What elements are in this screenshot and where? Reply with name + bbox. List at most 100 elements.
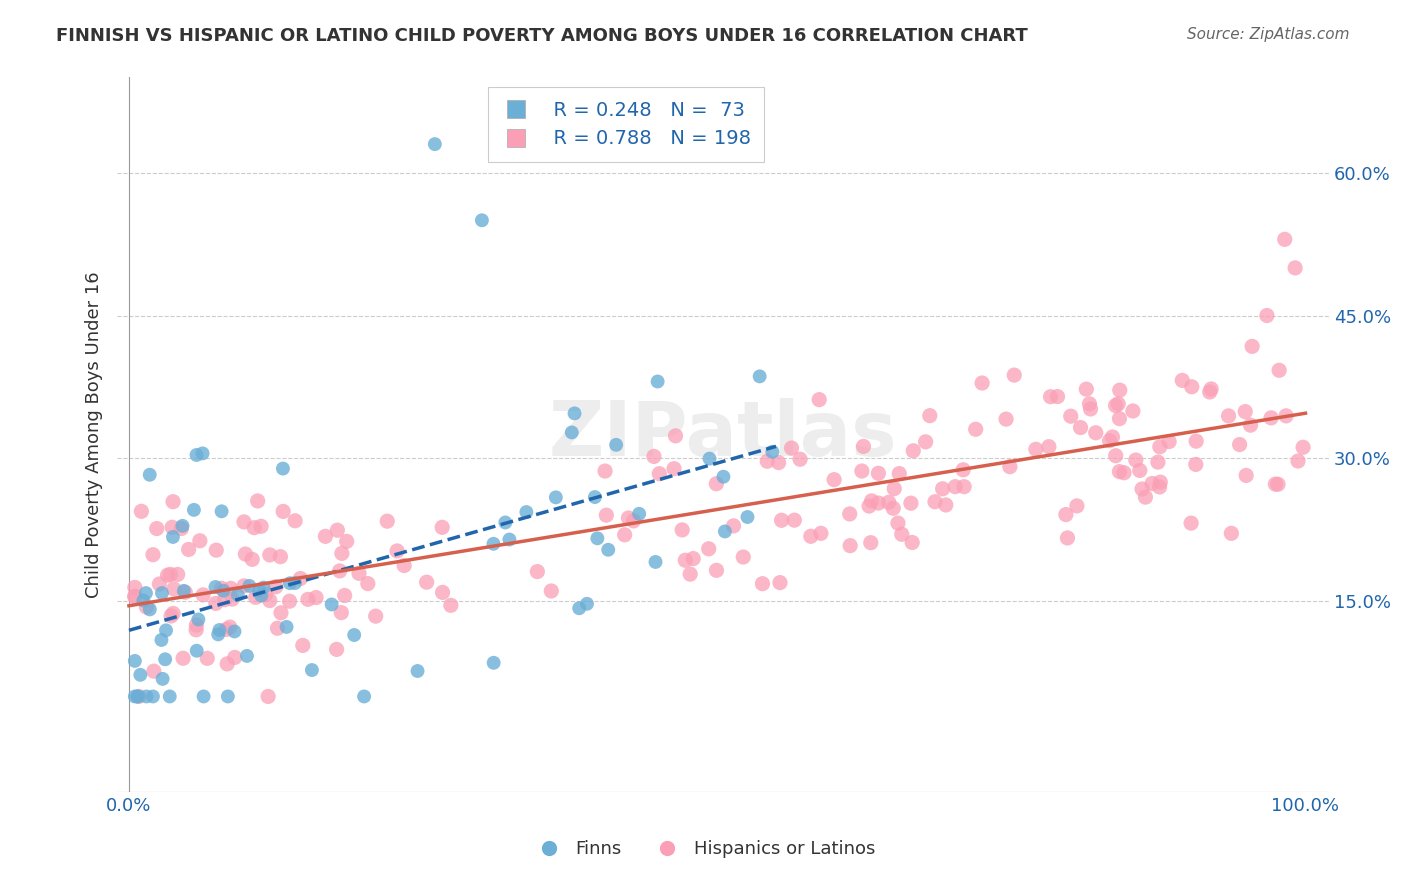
Hispanics or Latinos [243, 521, 266, 535]
Hispanics or Latinos [145, 522, 167, 536]
Finns [150, 632, 173, 647]
Hispanics or Latinos [1241, 339, 1264, 353]
Hispanics or Latinos [1125, 453, 1147, 467]
Hispanics or Latinos [943, 480, 966, 494]
Hispanics or Latinos [172, 651, 194, 665]
Finns [217, 690, 239, 704]
Legend:   R = 0.248   N =  73,   R = 0.788   N = 198: R = 0.248 N = 73, R = 0.788 N = 198 [488, 87, 765, 162]
Hispanics or Latinos [664, 429, 686, 443]
Hispanics or Latinos [903, 443, 925, 458]
Hispanics or Latinos [953, 480, 976, 494]
Hispanics or Latinos [195, 651, 218, 665]
Finns [207, 627, 229, 641]
Hispanics or Latinos [135, 600, 157, 615]
Hispanics or Latinos [1076, 382, 1098, 396]
Finns [343, 628, 366, 642]
Finns [155, 624, 177, 638]
Hispanics or Latinos [1101, 430, 1123, 444]
Hispanics or Latinos [900, 496, 922, 510]
Hispanics or Latinos [1180, 516, 1202, 530]
Hispanics or Latinos [1060, 409, 1083, 424]
Hispanics or Latinos [291, 639, 314, 653]
Y-axis label: Child Poverty Among Boys Under 16: Child Poverty Among Boys Under 16 [86, 271, 103, 598]
Hispanics or Latinos [186, 623, 208, 637]
Hispanics or Latinos [526, 565, 548, 579]
Finns [564, 406, 586, 420]
Finns [494, 516, 516, 530]
Hispanics or Latinos [783, 513, 806, 527]
Text: ZIPatlas: ZIPatlas [548, 398, 897, 472]
Hispanics or Latinos [839, 539, 862, 553]
Hispanics or Latinos [235, 547, 257, 561]
Hispanics or Latinos [221, 592, 243, 607]
Finns [301, 663, 323, 677]
Finns [127, 690, 149, 704]
Finns [186, 644, 208, 658]
Finns [127, 690, 149, 704]
Hispanics or Latinos [188, 533, 211, 548]
Finns [236, 648, 259, 663]
Hispanics or Latinos [191, 588, 214, 602]
Hispanics or Latinos [1135, 490, 1157, 504]
Hispanics or Latinos [914, 434, 936, 449]
Hispanics or Latinos [1234, 404, 1257, 418]
Hispanics or Latinos [858, 499, 880, 513]
Hispanics or Latinos [297, 592, 319, 607]
Hispanics or Latinos [430, 520, 453, 534]
Finns [321, 598, 343, 612]
Hispanics or Latinos [240, 552, 263, 566]
Finns [423, 137, 446, 152]
Hispanics or Latinos [1149, 440, 1171, 454]
Hispanics or Latinos [882, 501, 904, 516]
Hispanics or Latinos [1268, 363, 1291, 377]
Hispanics or Latinos [215, 623, 238, 637]
Hispanics or Latinos [972, 376, 994, 390]
Hispanics or Latinos [1130, 482, 1153, 496]
Hispanics or Latinos [131, 504, 153, 518]
Hispanics or Latinos [160, 520, 183, 534]
Hispanics or Latinos [124, 589, 146, 603]
Finns [124, 654, 146, 668]
Finns [713, 469, 735, 483]
Hispanics or Latinos [325, 642, 347, 657]
Finns [135, 690, 157, 704]
Finns [193, 690, 215, 704]
Hispanics or Latinos [314, 529, 336, 543]
Hispanics or Latinos [890, 527, 912, 541]
Hispanics or Latinos [723, 519, 745, 533]
Finns [276, 620, 298, 634]
Finns [284, 576, 307, 591]
Hispanics or Latinos [177, 542, 200, 557]
Text: Source: ZipAtlas.com: Source: ZipAtlas.com [1187, 27, 1350, 42]
Hispanics or Latinos [1229, 437, 1251, 451]
Hispanics or Latinos [254, 587, 277, 601]
Hispanics or Latinos [918, 409, 941, 423]
Finns [544, 491, 567, 505]
Hispanics or Latinos [1275, 409, 1298, 423]
Hispanics or Latinos [1159, 434, 1181, 449]
Hispanics or Latinos [269, 549, 291, 564]
Finns [191, 446, 214, 460]
Finns [748, 369, 770, 384]
Hispanics or Latinos [336, 534, 359, 549]
Hispanics or Latinos [808, 392, 831, 407]
Finns [575, 597, 598, 611]
Finns [226, 588, 249, 602]
Hispanics or Latinos [148, 577, 170, 591]
Hispanics or Latinos [1112, 466, 1135, 480]
Hispanics or Latinos [673, 553, 696, 567]
Finns [644, 555, 666, 569]
Finns [187, 612, 209, 626]
Hispanics or Latinos [901, 535, 924, 549]
Hispanics or Latinos [1185, 458, 1208, 472]
Hispanics or Latinos [1066, 499, 1088, 513]
Hispanics or Latinos [1274, 232, 1296, 246]
Finns [586, 531, 609, 545]
Hispanics or Latinos [1181, 380, 1204, 394]
Finns [482, 656, 505, 670]
Hispanics or Latinos [211, 582, 233, 596]
Hispanics or Latinos [214, 592, 236, 607]
Hispanics or Latinos [935, 498, 957, 512]
Hispanics or Latinos [162, 494, 184, 508]
Hispanics or Latinos [1002, 368, 1025, 383]
